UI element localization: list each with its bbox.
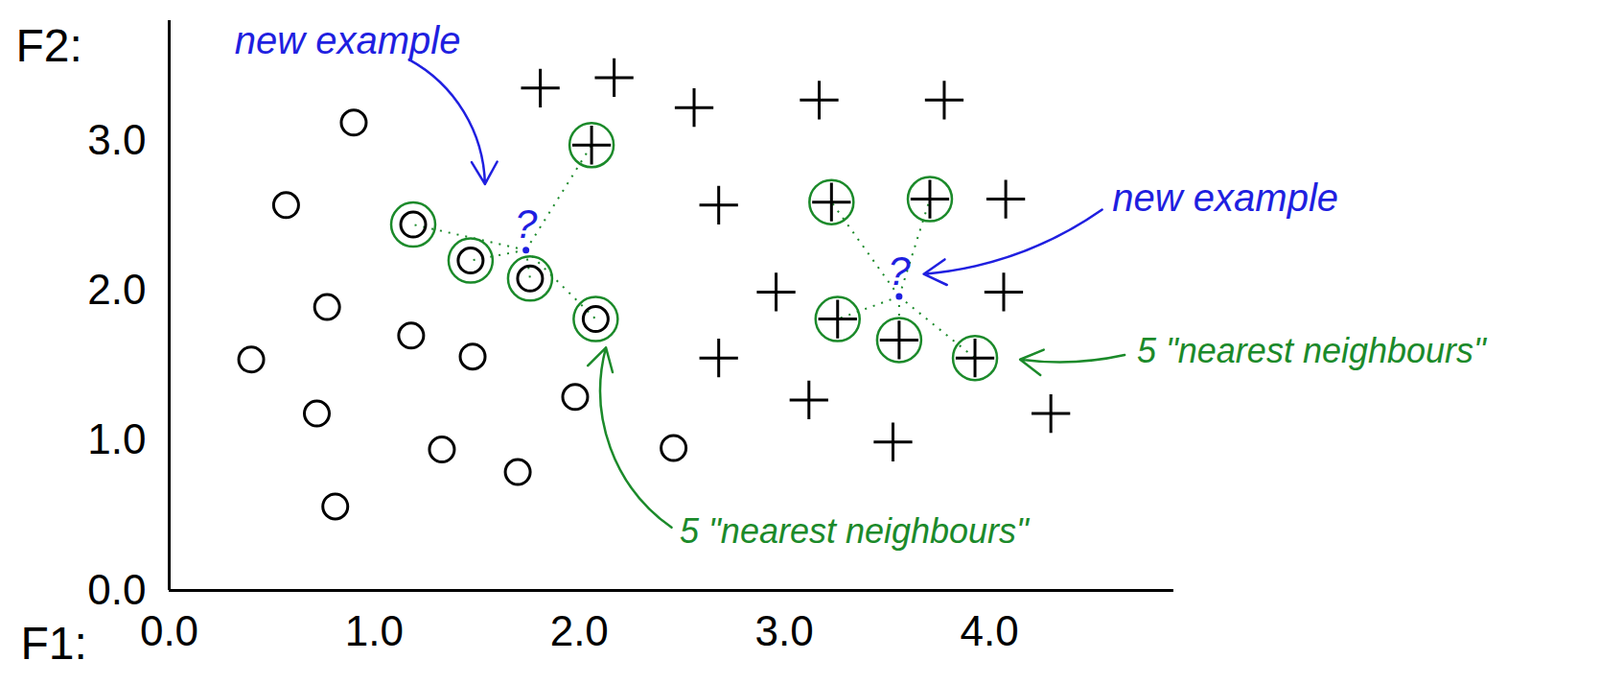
svg-text:2.0: 2.0: [87, 265, 146, 313]
svg-text:new example: new example: [1112, 176, 1339, 219]
svg-text:1.0: 1.0: [345, 606, 404, 654]
svg-text:1.0: 1.0: [87, 415, 146, 463]
svg-text:F1:: F1:: [21, 617, 88, 669]
svg-text:4.0: 4.0: [959, 606, 1019, 654]
svg-text:new example: new example: [234, 19, 462, 62]
svg-text:?: ?: [514, 201, 538, 247]
svg-text:3.0: 3.0: [755, 606, 814, 654]
svg-text:0.0: 0.0: [139, 606, 199, 654]
svg-text:5 "nearest neighbours": 5 "nearest neighbours": [679, 510, 1031, 551]
svg-text:2.0: 2.0: [550, 606, 609, 654]
svg-text:5 "nearest neighbours": 5 "nearest neighbours": [1136, 330, 1488, 371]
svg-text:0.0: 0.0: [87, 565, 146, 613]
svg-text:?: ?: [887, 248, 911, 294]
svg-text:3.0: 3.0: [87, 115, 146, 163]
svg-text:F2:: F2:: [16, 20, 83, 71]
